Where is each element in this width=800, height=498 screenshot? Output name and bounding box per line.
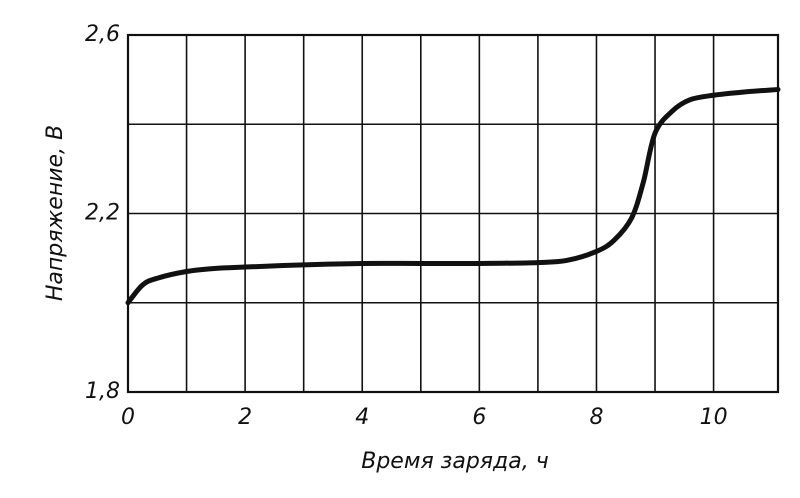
x-tick-label: 4 xyxy=(355,405,369,430)
x-tick-label: 0 xyxy=(121,405,135,430)
x-axis-label: Время заряда, ч xyxy=(361,449,548,474)
data-line xyxy=(125,86,781,306)
y-axis-label: Напряжение, В xyxy=(43,125,68,301)
y-tick-label: 2,6 xyxy=(85,22,120,47)
x-tick-label: 6 xyxy=(472,405,486,430)
x-tick-label: 8 xyxy=(589,405,603,430)
x-tick-label: 10 xyxy=(700,405,728,430)
x-tick-label: 2 xyxy=(238,405,252,430)
y-tick-label: 1,8 xyxy=(85,379,120,404)
y-tick-label: 2,2 xyxy=(85,201,120,226)
